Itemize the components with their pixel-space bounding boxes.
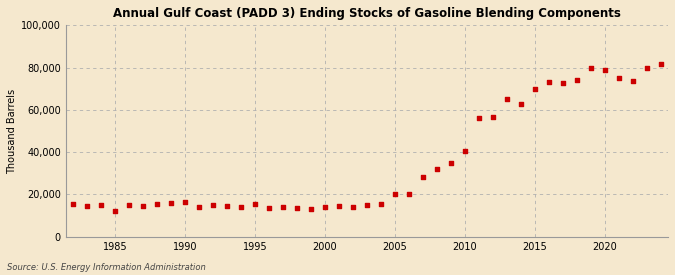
Point xyxy=(446,161,456,165)
Point xyxy=(418,175,429,180)
Point xyxy=(263,206,274,210)
Point xyxy=(319,205,330,209)
Point xyxy=(333,204,344,208)
Point xyxy=(460,149,470,153)
Point xyxy=(375,202,386,206)
Point xyxy=(236,205,246,209)
Point xyxy=(474,116,485,120)
Point xyxy=(614,76,624,80)
Point xyxy=(655,62,666,67)
Title: Annual Gulf Coast (PADD 3) Ending Stocks of Gasoline Blending Components: Annual Gulf Coast (PADD 3) Ending Stocks… xyxy=(113,7,621,20)
Point xyxy=(180,200,190,204)
Point xyxy=(628,79,639,84)
Point xyxy=(599,67,610,72)
Point xyxy=(53,200,64,204)
Point xyxy=(586,65,597,70)
Point xyxy=(124,203,134,207)
Point xyxy=(572,78,583,82)
Point xyxy=(487,115,498,119)
Point xyxy=(221,204,232,208)
Point xyxy=(502,97,512,101)
Point xyxy=(68,202,78,206)
Point xyxy=(138,204,148,208)
Point xyxy=(277,205,288,209)
Point xyxy=(194,205,205,209)
Point xyxy=(292,206,302,210)
Point xyxy=(431,167,442,171)
Point xyxy=(642,65,653,70)
Point xyxy=(95,203,106,207)
Point xyxy=(362,203,373,207)
Point xyxy=(82,204,92,208)
Point xyxy=(530,87,541,91)
Point xyxy=(348,205,358,209)
Point xyxy=(404,192,414,197)
Point xyxy=(516,101,526,106)
Y-axis label: Thousand Barrels: Thousand Barrels xyxy=(7,89,17,174)
Point xyxy=(389,192,400,197)
Point xyxy=(543,80,554,84)
Point xyxy=(109,209,120,213)
Point xyxy=(165,201,176,205)
Point xyxy=(207,203,218,207)
Text: Source: U.S. Energy Information Administration: Source: U.S. Energy Information Administ… xyxy=(7,263,205,272)
Point xyxy=(250,202,261,206)
Point xyxy=(306,207,317,211)
Point xyxy=(558,81,568,86)
Point xyxy=(151,202,162,206)
